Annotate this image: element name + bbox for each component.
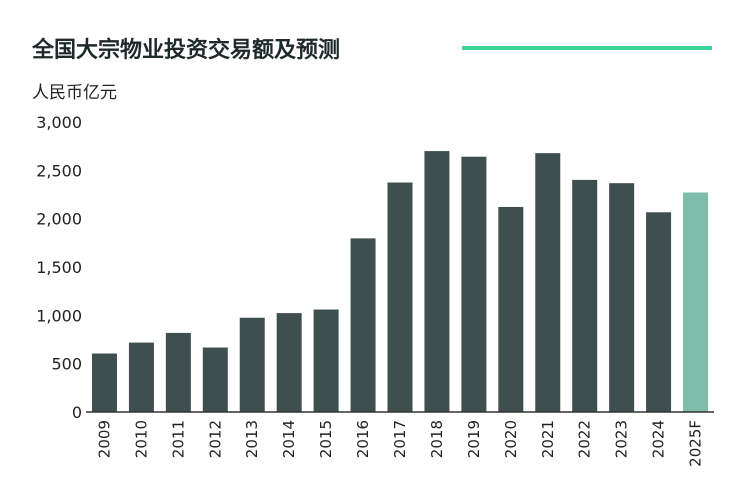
- bar-2013: [239, 317, 265, 412]
- x-tick-label: 2019: [465, 420, 483, 458]
- y-tick-label: 0: [72, 403, 82, 422]
- x-tick-label: 2014: [280, 420, 298, 458]
- bar-2017: [387, 182, 413, 412]
- x-tick-label: 2018: [428, 420, 446, 458]
- y-tick-label: 1,000: [36, 306, 82, 325]
- x-tick-label: 2009: [95, 420, 113, 458]
- x-tick-label: 2021: [539, 420, 557, 458]
- x-tick-label: 2017: [391, 420, 409, 458]
- bar-2012: [202, 347, 228, 412]
- bar-2014: [276, 313, 302, 412]
- x-tick-label: 2013: [243, 420, 261, 458]
- bar-2022: [572, 179, 598, 412]
- bar-2010: [128, 342, 154, 412]
- bar-2015: [313, 309, 339, 412]
- bar-2016: [350, 238, 376, 412]
- title-accent-line: [462, 46, 712, 50]
- y-tick-label: 1,500: [36, 258, 82, 277]
- bar-2011: [165, 332, 191, 412]
- bar-2009: [91, 353, 117, 412]
- bar-2021: [535, 153, 561, 413]
- x-tick-label: 2025F: [687, 420, 705, 467]
- y-tick-label: 2,000: [36, 210, 82, 229]
- bar-2023: [609, 183, 635, 412]
- bar-2024: [646, 212, 672, 412]
- chart-title: 全国大宗物业投资交易额及预测: [32, 38, 341, 63]
- bar-2025F: [683, 192, 709, 412]
- x-tick-label: 2011: [169, 420, 187, 458]
- x-tick-label: 2016: [354, 420, 372, 458]
- bar-2018: [424, 151, 450, 412]
- x-tick-label: 2010: [132, 420, 150, 458]
- y-axis-unit-label: 人民币亿元: [32, 83, 117, 103]
- y-tick-label: 2,500: [36, 161, 82, 180]
- bar-2019: [461, 156, 487, 412]
- x-tick-label: 2024: [650, 420, 668, 458]
- x-tick-label: 2012: [206, 420, 224, 458]
- x-tick-label: 2023: [613, 420, 631, 458]
- y-tick-label: 3,000: [36, 113, 82, 132]
- y-tick-label: 500: [51, 355, 82, 374]
- x-tick-label: 2015: [317, 420, 335, 458]
- x-tick-label: 2020: [502, 420, 520, 458]
- x-tick-label: 2022: [576, 420, 594, 458]
- bar-2020: [498, 206, 524, 412]
